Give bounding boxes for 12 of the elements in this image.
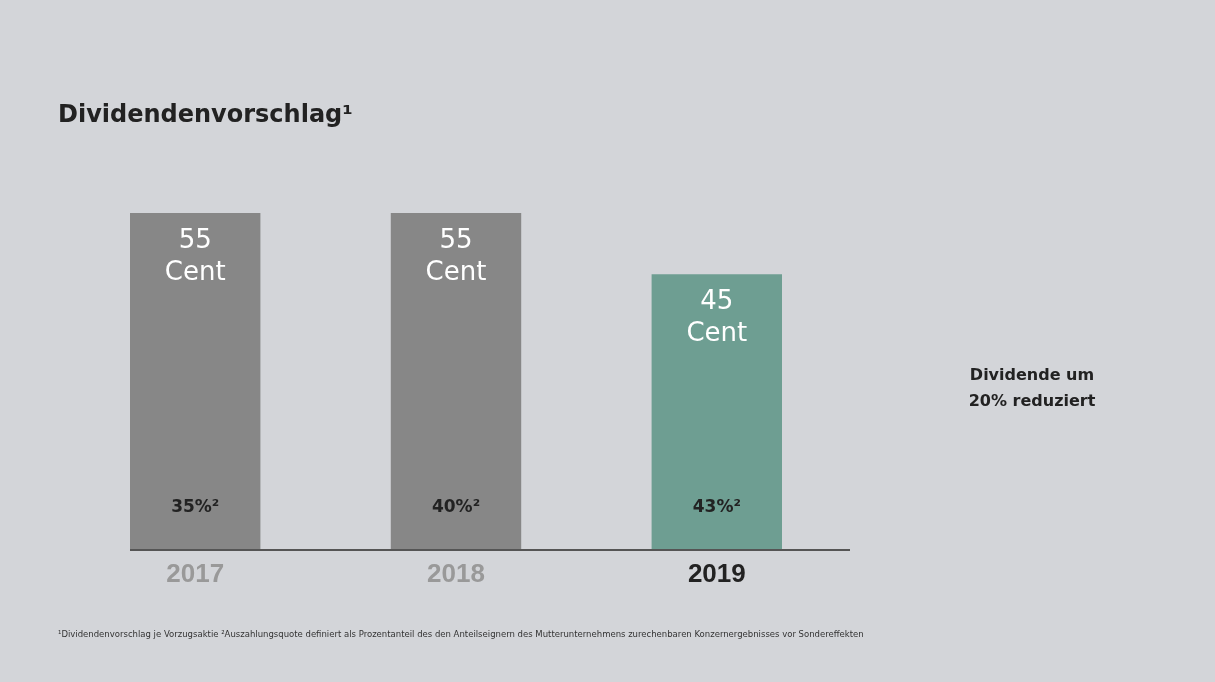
annotation: 43%² — [692, 496, 741, 516]
text: ¹Dividendenvorschlag je Vorzugsaktie ²Auszahlungsquote definiert als Prozentanteil des den Anteilseignern des Mutterunternehmens zurechenbaren Konzernergebnisses vor Sondereffekten — [58, 629, 864, 639]
chart-title: Dividendenvorschlag¹ — [58, 100, 353, 128]
x-tick-label: 2019 — [687, 557, 746, 588]
data-label: 55 Cent — [164, 224, 226, 286]
data-label: 55 Cent — [425, 224, 487, 286]
x-tick-label: 2017 — [166, 557, 225, 588]
annotation: 40%² — [431, 496, 481, 516]
annotation: 35%² — [171, 496, 220, 516]
x-tick-label: 2018 — [427, 557, 485, 588]
text: Dividende um 20% reduziert — [968, 365, 1096, 410]
data-label: 45 Cent — [686, 285, 748, 348]
